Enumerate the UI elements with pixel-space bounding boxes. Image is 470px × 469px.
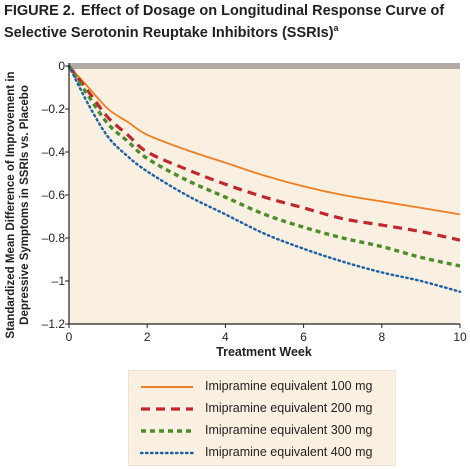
zero-baseline	[69, 63, 460, 69]
series-line-1	[68, 65, 461, 216]
x-tick-label: 10	[453, 330, 467, 344]
y-tick-label: 0	[58, 59, 65, 73]
figure-title-text: Effect of Dosage on Longitudinal Respons…	[4, 3, 445, 41]
legend-item-300mg: Imipramine equivalent 300 mg	[129, 421, 397, 441]
legend-item-400mg: Imipramine equivalent 400 mg	[129, 443, 397, 463]
y-tick-label: –0.6	[42, 188, 66, 202]
legend-label-100mg: Imipramine equivalent 100 mg	[205, 379, 373, 393]
x-tick-label: 0	[66, 330, 73, 344]
y-axis-title: Standardized Mean Difference of Improvem…	[3, 66, 33, 344]
legend-item-100mg: Imipramine equivalent 100 mg	[129, 377, 397, 397]
y-tick-label: –1.2	[42, 317, 66, 331]
legend-swatch-400mg	[139, 451, 195, 455]
plot-background	[69, 66, 460, 324]
plot-area	[69, 66, 460, 324]
legend-label-300mg: Imipramine equivalent 300 mg	[205, 423, 373, 437]
y-axis-label: Standardized Mean Difference of Improvem…	[5, 71, 31, 339]
legend-label-400mg: Imipramine equivalent 400 mg	[205, 445, 373, 459]
y-tick-label: –0.2	[42, 102, 66, 116]
legend-swatch-100mg	[141, 386, 193, 388]
footnote-marker: a	[333, 23, 339, 33]
baseline-band	[69, 63, 460, 69]
x-tick-label: 2	[144, 330, 151, 344]
series-line-4	[67, 64, 462, 293]
y-tick-label: –0.4	[42, 145, 66, 159]
legend-swatch-200mg	[141, 407, 193, 411]
tick-labels: 0 2 4 6 8 10 0 –0.2 –0.4 –0.6 –0.8 –1 –1.2	[42, 59, 467, 344]
x-axis-label: Treatment Week	[216, 345, 312, 359]
y-tick-label: –0.8	[42, 231, 66, 245]
series-line-3	[67, 65, 461, 268]
legend-item-200mg: Imipramine equivalent 200 mg	[129, 399, 397, 419]
chart-title: FIGURE 2. Effect of Dosage on Longitudina…	[4, 3, 466, 42]
x-tick-label: 4	[222, 330, 229, 344]
figure-label: FIGURE 2.	[4, 3, 75, 19]
x-tick-label: 6	[300, 330, 307, 344]
legend: Imipramine equivalent 100 mg Imipramine …	[128, 370, 396, 466]
y-tick-label: –1	[52, 274, 66, 288]
series-line-2	[67, 65, 461, 242]
legend-swatch-300mg	[141, 429, 193, 433]
x-tick-label: 8	[378, 330, 385, 344]
legend-label-200mg: Imipramine equivalent 200 mg	[205, 401, 373, 415]
series-layer	[67, 64, 462, 293]
axes	[65, 63, 461, 328]
